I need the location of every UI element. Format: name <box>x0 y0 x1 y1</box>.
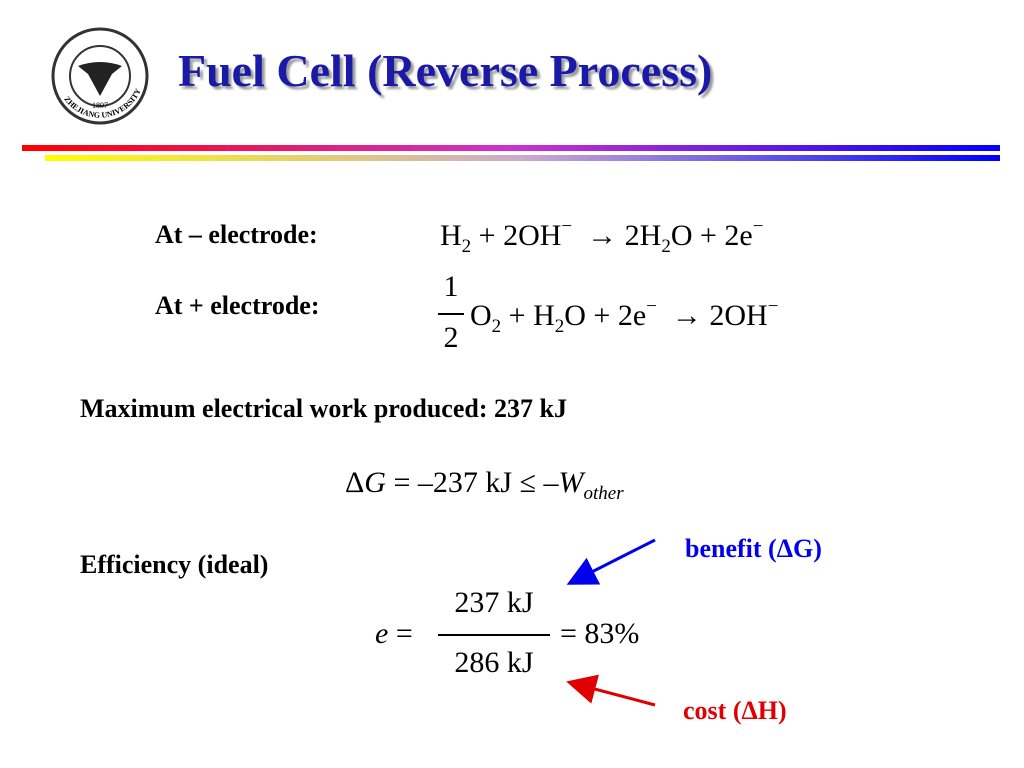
equation: e = <box>375 617 413 651</box>
logo-year: 1897 <box>92 101 108 110</box>
title: Fuel Cell (Reverse Process) <box>178 45 713 96</box>
equation: = 83% <box>560 617 640 650</box>
equation-part: = <box>388 617 413 650</box>
equation-part: G <box>364 466 386 499</box>
equation-part: Δ <box>345 466 365 499</box>
fraction-line <box>438 634 550 636</box>
equation-part: 2 <box>491 316 502 337</box>
equation-part: − <box>752 216 764 237</box>
equation-part: 2 <box>554 316 565 337</box>
rule-line <box>22 145 1000 151</box>
equation-part: W <box>558 466 584 499</box>
equation: O2 + H2O + 2e− → 2OH− <box>470 296 778 338</box>
equation: H2 + 2OH− → 2H2O + 2e− <box>440 216 763 258</box>
label: At + electrode: <box>155 291 320 320</box>
equation-part: e <box>375 617 389 650</box>
label: At – electrode: <box>155 220 318 249</box>
arrow <box>566 674 656 707</box>
equation-part: − <box>561 216 573 237</box>
equation-part: 2 <box>461 236 472 257</box>
equation-part: → 2OH <box>656 299 768 332</box>
arrow <box>566 538 656 585</box>
denominator: 286 kJ <box>454 646 534 679</box>
equation-part: → 2H <box>572 219 662 252</box>
fraction-line <box>438 313 464 315</box>
equation-part: O <box>470 299 492 332</box>
logo: 1897 ZHEJIANG UNIVERSITY <box>51 27 149 125</box>
annotation: benefit (ΔG) <box>685 534 822 563</box>
annotation: cost (ΔH) <box>683 696 787 725</box>
rule-line <box>45 155 1000 161</box>
equation-part: 2 <box>661 236 671 257</box>
equation-part: − <box>767 296 779 317</box>
label: Maximum electrical work produced: 237 kJ <box>80 394 567 423</box>
equation-part: O + 2e <box>564 299 647 332</box>
equation-part: H <box>440 219 462 252</box>
equation: ΔG = –237 kJ ≤ –Wother <box>345 466 624 505</box>
equation-part: − <box>646 296 657 317</box>
denominator: 2 <box>443 321 459 354</box>
numerator: 237 kJ <box>454 586 534 619</box>
equation-part: other <box>583 483 624 504</box>
equation-part: + 2OH <box>471 219 562 252</box>
equation-part: O + 2e <box>670 219 753 252</box>
equation-part: + H <box>501 299 555 332</box>
equation-part: = –237 kJ ≤ – <box>385 466 559 499</box>
label: Efficiency (ideal) <box>80 550 269 579</box>
numerator: 1 <box>443 270 459 303</box>
